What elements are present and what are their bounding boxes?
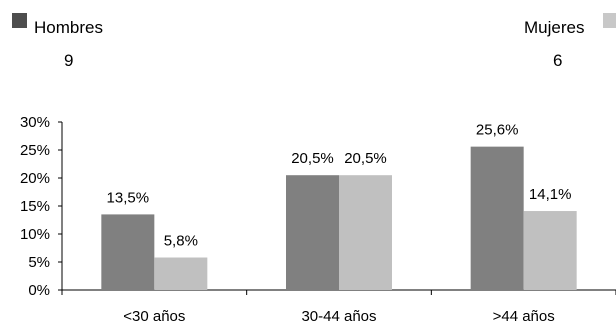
y-tick-label: 30% [20,114,50,131]
bar-mujeres-0 [154,257,208,290]
bar-hombres-0 [101,214,155,290]
legend-count-mujeres: 6 [553,51,563,70]
legend-count-hombres: 9 [64,51,74,70]
data-label: 14,1% [529,186,572,203]
legend-label-mujeres: Mujeres [524,18,585,37]
x-tick-label: >44 años [493,308,555,325]
x-tick-label: <30 años [123,308,185,325]
x-tick-label: 30-44 años [301,308,376,325]
y-tick-label: 5% [28,254,50,271]
y-tick-label: 15% [20,198,50,215]
legend-swatch-hombres [12,13,27,28]
bar-hombres-1 [286,175,339,290]
y-tick-label: 25% [20,142,50,159]
data-label: 20,5% [344,150,387,167]
y-tick-label: 0% [28,282,50,299]
legend-swatch-mujeres [603,13,616,28]
bar-hombres-2 [470,146,524,290]
bar-mujeres-2 [523,211,577,290]
data-label: 5,8% [164,233,198,250]
y-tick-label: 20% [20,170,50,187]
legend-label-hombres: Hombres [34,18,103,37]
data-label: 13,5% [107,189,150,206]
data-label: 20,5% [291,150,334,167]
y-tick-label: 10% [20,226,50,243]
bar-mujeres-1 [339,175,392,290]
data-label: 25,6% [476,122,519,139]
